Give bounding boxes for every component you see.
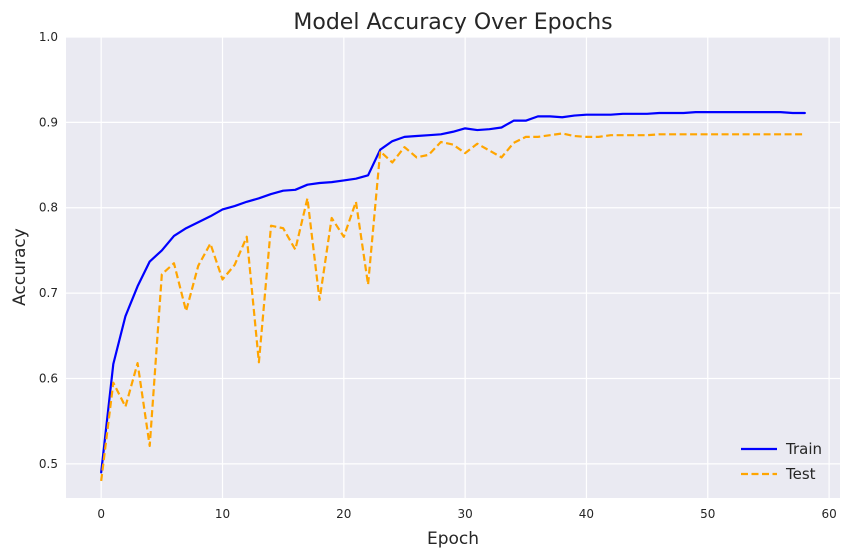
x-tick-labels: 0 10 20 30 40 50 60 bbox=[97, 507, 836, 521]
y-tick-label: 0.6 bbox=[39, 371, 58, 385]
x-tick-label: 30 bbox=[457, 507, 472, 521]
legend: Train Test bbox=[741, 440, 822, 483]
grid-lines bbox=[66, 36, 840, 498]
x-axis-title: Epoch bbox=[427, 529, 479, 549]
x-tick-label: 50 bbox=[700, 507, 715, 521]
series-line-train bbox=[100, 111, 806, 474]
y-tick-label: 0.8 bbox=[39, 201, 58, 215]
series-lines bbox=[100, 111, 806, 482]
x-tick-label: 40 bbox=[579, 507, 594, 521]
x-tick-label: 0 bbox=[97, 507, 105, 521]
y-tick-label: 0.5 bbox=[39, 457, 58, 471]
plot-area bbox=[66, 37, 840, 498]
legend-label-test: Test bbox=[785, 465, 816, 483]
legend-label-train: Train bbox=[785, 440, 822, 458]
y-axis-title: Accuracy bbox=[10, 228, 30, 306]
series-line-test bbox=[100, 132, 805, 482]
y-tick-label: 1.0 bbox=[39, 30, 58, 44]
x-tick-label: 60 bbox=[821, 507, 836, 521]
y-tick-label: 0.9 bbox=[39, 115, 58, 129]
x-tick-label: 20 bbox=[336, 507, 351, 521]
x-tick-label: 10 bbox=[215, 507, 230, 521]
chart-title: Model Accuracy Over Epochs bbox=[293, 10, 612, 35]
y-tick-label: 0.7 bbox=[39, 286, 58, 300]
y-tick-labels: 0.5 0.6 0.7 0.8 0.9 1.0 bbox=[39, 30, 58, 471]
